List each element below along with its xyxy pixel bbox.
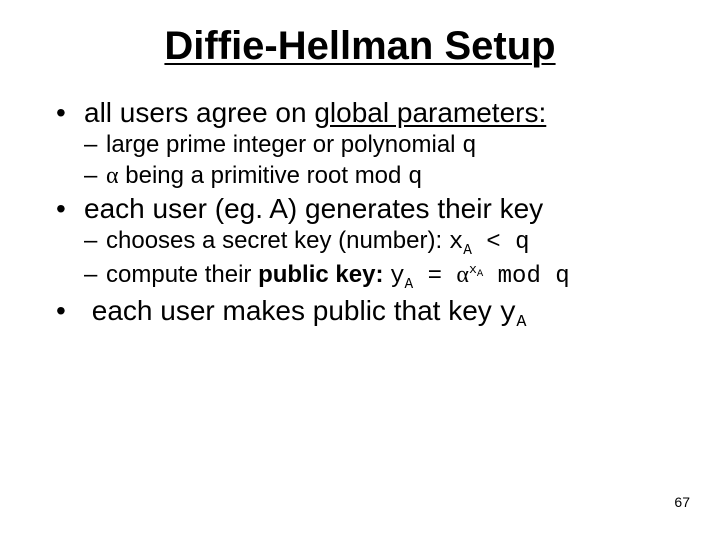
bullet-2-sub-1-text: chooses a secret key (number):	[106, 227, 449, 254]
slide-content: all users agree on global parameters: la…	[0, 97, 720, 332]
alpha-symbol-2: α	[456, 262, 469, 288]
y-sub: A	[405, 277, 414, 293]
exp-sub: A	[477, 268, 483, 280]
slide: Diffie-Hellman Setup all users agree on …	[0, 24, 720, 540]
bullet-1-sub-2-text: being a primitive root mod	[119, 162, 408, 189]
bullet-2: each user (eg. A) generates their key ch…	[56, 193, 690, 293]
lt-q: < q	[472, 229, 530, 256]
bullet-1: all users agree on global parameters: la…	[56, 97, 690, 191]
y-letter: y	[390, 263, 404, 290]
bullet-1-sub-1: large prime integer or polynomial q	[84, 131, 690, 160]
x-sub: A	[463, 243, 472, 259]
x-var: x	[449, 229, 463, 256]
mod-q: mod q	[483, 263, 569, 290]
y-letter-2: y	[500, 298, 517, 329]
bullet-2-sub-1-var: xA < q	[449, 229, 530, 256]
slide-title: Diffie-Hellman Setup	[0, 24, 720, 69]
bullet-3-leading-space	[84, 295, 92, 326]
bullet-1-text: all users agree on	[84, 97, 314, 128]
bullet-1-sub-2-mono: q	[408, 164, 422, 191]
bullet-2-sub-1: chooses a secret key (number): xA < q	[84, 227, 690, 259]
bullet-3-var: yA	[500, 298, 527, 329]
bullet-1-sub-1-mono: q	[462, 133, 476, 160]
bullet-1-sub-2: α being a primitive root mod q	[84, 162, 690, 191]
bullet-1-underlined: global parameters:	[314, 97, 546, 128]
bullet-2-sub-2: compute their public key: yA = αxA mod q	[84, 261, 690, 293]
equals: =	[413, 263, 456, 290]
bullet-3-text: each user makes public that key	[92, 295, 500, 326]
bullet-2-sub-2-text: compute their	[106, 261, 258, 288]
alpha-symbol: α	[106, 163, 119, 189]
exponent: xA	[469, 262, 483, 277]
y-sub-2: A	[516, 313, 526, 332]
y-var: yA	[390, 263, 413, 290]
bullet-3: each user makes public that key yA	[56, 295, 690, 333]
bullet-1-sub-1-text: large prime integer or polynomial	[106, 131, 462, 158]
bullet-2-sub-2-bold: public key:	[258, 261, 383, 288]
page-number: 67	[674, 494, 690, 510]
exp-x: x	[469, 262, 477, 277]
bullet-2-text: each user (eg. A) generates their key	[84, 193, 543, 224]
